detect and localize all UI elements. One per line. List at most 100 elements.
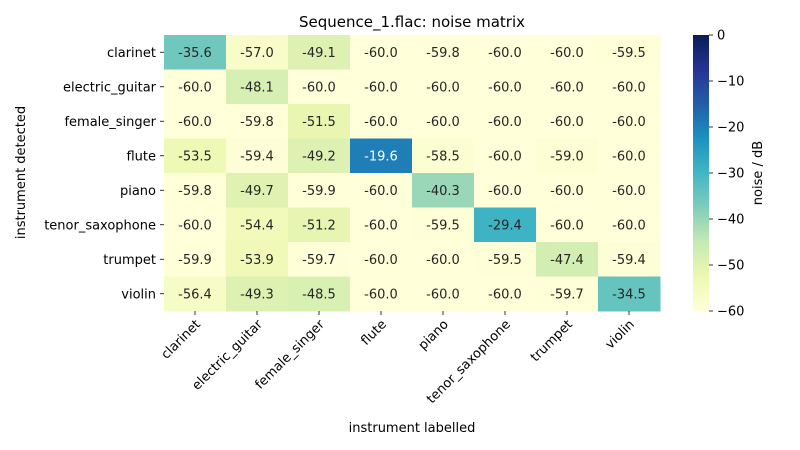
cell-value-label: -59.9	[178, 253, 212, 268]
cell-value-label: -53.9	[240, 253, 274, 268]
heatmap-cell	[226, 69, 289, 105]
cell-value-label: -59.7	[302, 253, 336, 268]
cell-value-label: -59.8	[178, 184, 212, 199]
heatmap-cell	[288, 138, 351, 174]
heatmap-cell	[164, 69, 227, 105]
cell-value-label: -60.0	[612, 80, 646, 95]
heatmap-cell	[536, 207, 599, 243]
cell-value-label: -35.6	[178, 46, 212, 61]
heatmap-cell	[598, 207, 661, 243]
chart-title: Sequence_1.flac: noise matrix	[299, 13, 525, 32]
heatmap-cell	[164, 276, 227, 312]
y-tick-label: piano	[120, 184, 156, 199]
cell-value-label: -51.5	[302, 115, 336, 130]
colorbar-tick-label: −10	[717, 75, 744, 90]
heatmap-cell	[164, 35, 227, 70]
heatmap-cell	[412, 138, 475, 174]
cell-value-label: -49.2	[302, 149, 336, 164]
cell-value-label: -60.0	[364, 46, 398, 61]
cell-value-label: -60.0	[488, 46, 522, 61]
cell-value-label: -47.4	[550, 253, 584, 268]
colorbar	[693, 35, 709, 311]
cell-value-label: -59.8	[240, 115, 274, 130]
x-axis-label: instrument labelled	[349, 421, 476, 436]
cell-value-label: -59.0	[550, 149, 584, 164]
cell-value-label: -59.5	[426, 218, 460, 233]
y-tick-label: clarinet	[107, 46, 156, 61]
heatmap-cell	[288, 69, 351, 105]
cell-value-label: -60.0	[364, 218, 398, 233]
cell-value-label: -60.0	[426, 115, 460, 130]
cell-value-label: -29.4	[488, 218, 522, 233]
heatmap-cell	[350, 207, 413, 243]
y-tick-label: female_singer	[64, 115, 156, 130]
heatmap-cell	[536, 242, 599, 277]
cell-value-label: -51.2	[302, 218, 336, 233]
cell-value-label: -60.0	[550, 115, 584, 130]
heatmap-cell	[226, 242, 289, 277]
heatmap-cell	[474, 242, 537, 277]
cell-value-label: -59.5	[488, 253, 522, 268]
heatmap-cell	[598, 69, 661, 105]
cell-value-label: -60.0	[488, 149, 522, 164]
heatmap-cell	[598, 104, 661, 139]
heatmap-cell	[164, 104, 227, 139]
cell-value-label: -60.0	[612, 184, 646, 199]
heatmap-cell	[536, 35, 599, 70]
heatmap-cell	[350, 138, 413, 174]
cell-value-label: -19.6	[364, 149, 398, 164]
heatmap-cell	[412, 35, 475, 70]
cell-value-label: -59.5	[612, 46, 646, 61]
y-tick-label: flute	[126, 149, 156, 164]
heatmap-cell	[598, 138, 661, 174]
y-tick-label: electric_guitar	[63, 80, 157, 95]
cell-value-label: -40.3	[426, 184, 460, 199]
heatmap-cell	[164, 207, 227, 243]
cell-value-label: -59.4	[240, 149, 274, 164]
heatmap-cell	[288, 207, 351, 243]
cell-value-label: -60.0	[178, 115, 212, 130]
heatmap-cell	[412, 69, 475, 105]
cell-value-label: -49.3	[240, 287, 274, 302]
colorbar-tick-label: −20	[717, 121, 744, 136]
cell-value-label: -60.0	[426, 287, 460, 302]
heatmap-cell	[164, 242, 227, 277]
cell-value-label: -58.5	[426, 149, 460, 164]
colorbar-tick-label: −60	[717, 305, 744, 320]
cell-value-label: -60.0	[364, 115, 398, 130]
heatmap-cell	[474, 35, 537, 70]
heatmap-cell	[598, 173, 661, 208]
y-tick-label: violin	[121, 287, 156, 302]
heatmap-cell	[350, 104, 413, 139]
heatmap-cell	[350, 276, 413, 312]
cell-value-label: -60.0	[488, 184, 522, 199]
cell-value-label: -59.7	[550, 287, 584, 302]
cell-value-label: -60.0	[612, 115, 646, 130]
cell-value-label: -60.0	[364, 184, 398, 199]
cell-value-label: -60.0	[488, 80, 522, 95]
heatmap-cell	[536, 104, 599, 139]
cell-value-label: -34.5	[612, 287, 646, 302]
heatmap-cell	[536, 173, 599, 208]
x-tick-label: flute	[358, 317, 389, 348]
cell-value-label: -60.0	[178, 218, 212, 233]
heatmap-cell	[226, 173, 289, 208]
x-tick-label: violin	[603, 317, 638, 352]
cell-value-label: -60.0	[302, 80, 336, 95]
cell-value-label: -57.0	[240, 46, 274, 61]
cell-value-label: -60.0	[426, 253, 460, 268]
cell-value-label: -60.0	[550, 184, 584, 199]
heatmap-cell	[474, 69, 537, 105]
cell-value-label: -60.0	[612, 149, 646, 164]
heatmap-cell	[474, 276, 537, 312]
cell-value-label: -60.0	[550, 46, 584, 61]
heatmap-cell	[412, 173, 475, 208]
cell-value-label: -60.0	[364, 80, 398, 95]
cell-value-label: -53.5	[178, 149, 212, 164]
x-tick-label: piano	[416, 317, 452, 353]
y-tick-label: trumpet	[103, 253, 156, 268]
heatmap-cell	[412, 276, 475, 312]
x-tick-label: trumpet	[528, 317, 576, 365]
heatmap-cell	[474, 138, 537, 174]
